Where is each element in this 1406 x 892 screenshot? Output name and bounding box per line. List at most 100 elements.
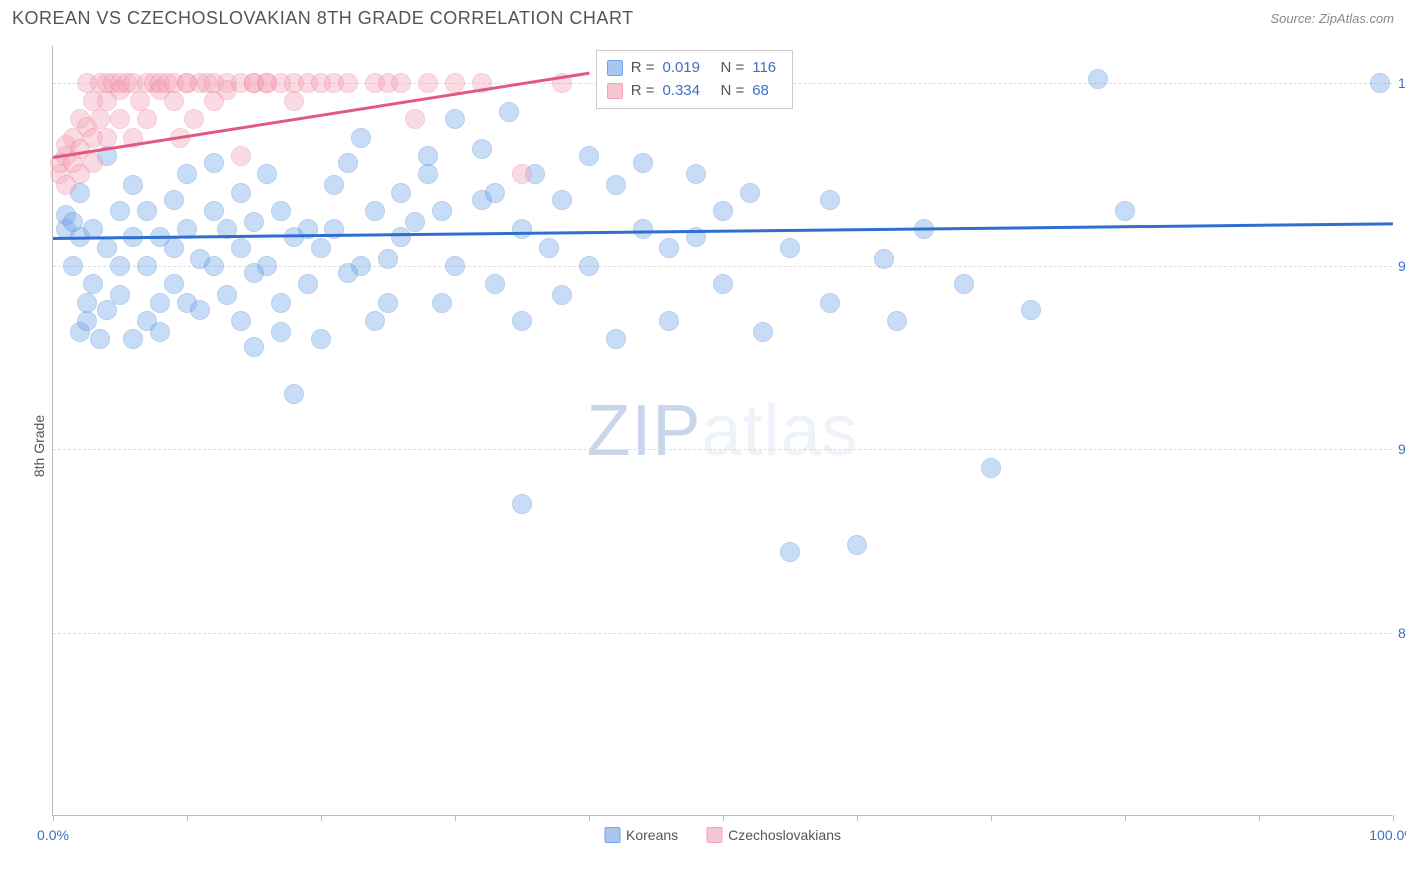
scatter-point	[512, 311, 532, 331]
scatter-point	[432, 201, 452, 221]
scatter-point	[499, 102, 519, 122]
legend-bottom: KoreansCzechoslovakians	[604, 827, 841, 843]
scatter-point	[539, 238, 559, 258]
stats-r-label: R =	[631, 57, 655, 80]
legend-label: Koreans	[626, 827, 678, 843]
scatter-point	[351, 256, 371, 276]
scatter-point	[271, 293, 291, 313]
scatter-point	[659, 238, 679, 258]
scatter-point	[231, 146, 251, 166]
scatter-point	[606, 175, 626, 195]
scatter-point	[137, 256, 157, 276]
scatter-point	[820, 293, 840, 313]
scatter-point	[231, 311, 251, 331]
scatter-point	[204, 256, 224, 276]
legend-swatch	[706, 827, 722, 843]
scatter-point	[418, 73, 438, 93]
scatter-point	[184, 109, 204, 129]
scatter-point	[552, 285, 572, 305]
scatter-point	[204, 201, 224, 221]
x-tick	[1125, 815, 1126, 821]
scatter-point	[338, 73, 358, 93]
y-tick-label: 90.0%	[1398, 441, 1406, 457]
scatter-point	[257, 256, 277, 276]
watermark: ZIPatlas	[586, 390, 858, 472]
x-tick	[1259, 815, 1260, 821]
stats-row: R =0.334N =68	[607, 80, 783, 103]
scatter-point	[244, 337, 264, 357]
scatter-point	[1088, 69, 1108, 89]
scatter-point	[150, 293, 170, 313]
stats-box: R =0.019N =116R =0.334N =68	[596, 50, 794, 109]
scatter-point	[659, 311, 679, 331]
scatter-point	[284, 384, 304, 404]
scatter-point	[391, 183, 411, 203]
scatter-point	[257, 164, 277, 184]
watermark-zip: ZIP	[586, 391, 701, 471]
scatter-point	[63, 256, 83, 276]
scatter-point	[110, 285, 130, 305]
scatter-point	[713, 274, 733, 294]
scatter-point	[1021, 300, 1041, 320]
scatter-point	[740, 183, 760, 203]
chart-title: KOREAN VS CZECHOSLOVAKIAN 8TH GRADE CORR…	[12, 8, 634, 29]
scatter-point	[164, 274, 184, 294]
scatter-point	[472, 139, 492, 159]
scatter-point	[137, 109, 157, 129]
scatter-point	[365, 201, 385, 221]
scatter-point	[405, 212, 425, 232]
x-tick	[455, 815, 456, 821]
scatter-point	[378, 249, 398, 269]
stats-n-value: 116	[752, 57, 782, 80]
scatter-point	[130, 91, 150, 111]
scatter-point	[579, 146, 599, 166]
scatter-point	[83, 274, 103, 294]
scatter-point	[432, 293, 452, 313]
stats-swatch	[607, 83, 623, 99]
scatter-point	[190, 300, 210, 320]
y-axis-label: 8th Grade	[31, 415, 47, 477]
scatter-point	[77, 311, 97, 331]
x-tick-label: 0.0%	[37, 827, 69, 843]
scatter-point	[512, 164, 532, 184]
scatter-point	[753, 322, 773, 342]
scatter-point	[217, 285, 237, 305]
watermark-atlas: atlas	[701, 391, 858, 471]
scatter-point	[820, 190, 840, 210]
x-tick	[991, 815, 992, 821]
scatter-point	[123, 329, 143, 349]
stats-swatch	[607, 60, 623, 76]
scatter-point	[365, 311, 385, 331]
scatter-point	[231, 183, 251, 203]
stats-n-value: 68	[752, 80, 782, 103]
x-tick	[589, 815, 590, 821]
scatter-point	[164, 238, 184, 258]
x-tick-label: 100.0%	[1369, 827, 1406, 843]
x-tick	[1393, 815, 1394, 821]
scatter-point	[97, 128, 117, 148]
scatter-point	[338, 153, 358, 173]
scatter-point	[351, 128, 371, 148]
stats-r-label: R =	[631, 80, 655, 103]
scatter-point	[981, 458, 1001, 478]
scatter-point	[847, 535, 867, 555]
stats-n-label: N =	[720, 80, 744, 103]
gridline	[53, 449, 1392, 450]
scatter-point	[418, 164, 438, 184]
scatter-point	[391, 73, 411, 93]
scatter-point	[284, 91, 304, 111]
scatter-point	[445, 73, 465, 93]
scatter-point	[231, 238, 251, 258]
scatter-point	[485, 183, 505, 203]
scatter-point	[633, 219, 653, 239]
scatter-point	[606, 329, 626, 349]
scatter-point	[887, 311, 907, 331]
scatter-point	[405, 109, 425, 129]
scatter-point	[204, 153, 224, 173]
scatter-point	[123, 175, 143, 195]
scatter-point	[177, 164, 197, 184]
scatter-point	[324, 175, 344, 195]
scatter-point	[110, 109, 130, 129]
x-tick	[187, 815, 188, 821]
legend-swatch	[604, 827, 620, 843]
